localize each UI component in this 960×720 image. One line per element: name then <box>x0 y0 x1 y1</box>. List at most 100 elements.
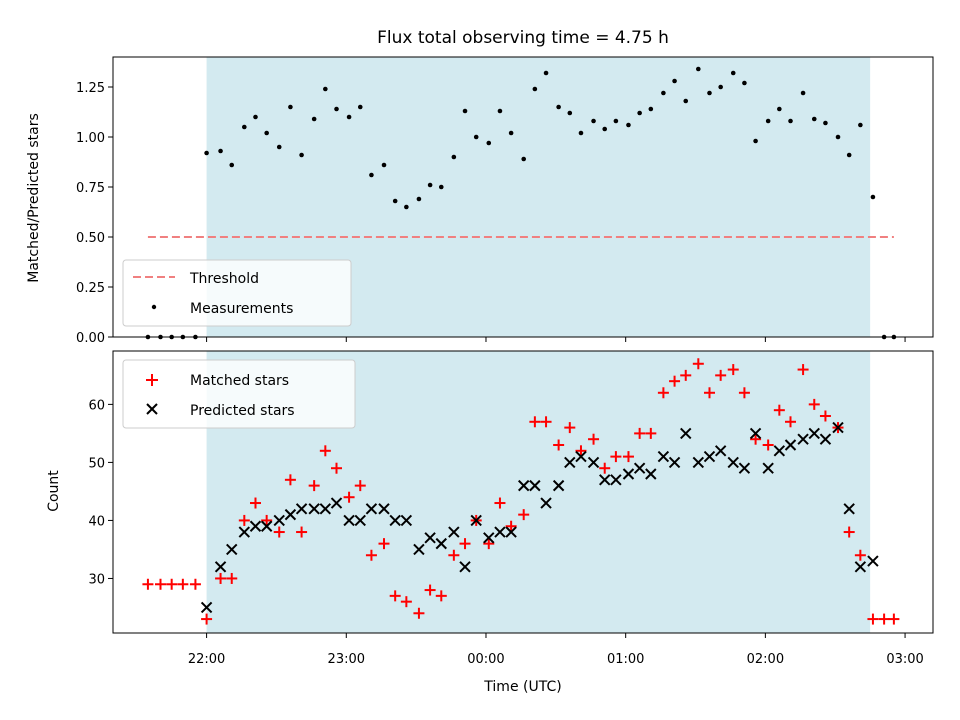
predicted-star-marker <box>762 462 774 474</box>
matched-star-marker <box>189 578 201 590</box>
matched-star-marker <box>645 427 657 439</box>
matched-star-marker <box>518 509 530 521</box>
measurement-point <box>858 122 863 128</box>
predicted-star-marker-b <box>749 427 762 440</box>
bottom-legend: Matched stars Predicted stars <box>122 359 356 429</box>
top-y-tick-label: 0.50 <box>76 231 105 246</box>
predicted-star-marker-b <box>692 456 705 469</box>
measurement-point <box>299 152 304 158</box>
matched-star-marker <box>599 462 611 474</box>
measurement-point <box>613 118 619 124</box>
measurement-point <box>753 138 758 144</box>
predicted-star-marker-b <box>424 532 436 544</box>
top-panel: Flux total observing time = 4.75 h 0.000… <box>26 28 934 346</box>
predicted-star-marker <box>330 497 343 509</box>
matched-star-marker <box>692 358 704 370</box>
predicted-star-marker-b <box>832 421 844 434</box>
matched-star-marker <box>424 584 436 596</box>
top-legend-box <box>122 259 352 327</box>
matched-star-marker <box>378 538 390 550</box>
predicted-star-marker-b <box>668 456 681 469</box>
measurement-point <box>870 194 876 200</box>
predicted-star-marker <box>784 439 797 451</box>
predicted-star-marker-b <box>645 468 657 480</box>
predicted-star-marker <box>714 445 727 457</box>
predicted-star-marker-b <box>703 450 716 463</box>
predicted-star-marker <box>238 526 251 538</box>
predicted-star-marker-b <box>529 479 541 492</box>
predicted-star-marker <box>343 514 355 527</box>
measurement-point <box>381 162 387 168</box>
predicted-star-marker-b <box>599 474 611 486</box>
measurement-point <box>311 116 317 122</box>
bottom-x-tick-label: 22:00 <box>188 652 225 667</box>
predicted-star-marker-b <box>819 433 832 445</box>
legend-threshold-label: Threshold <box>189 271 259 287</box>
measurement-point <box>696 66 701 72</box>
matched-star-marker <box>331 462 343 474</box>
matched-star-marker <box>201 613 213 625</box>
matched-star-marker <box>808 398 820 410</box>
top-y-tick-label: 0.00 <box>76 331 105 346</box>
measurement-point <box>357 104 363 110</box>
predicted-star-marker-b <box>389 514 401 527</box>
predicted-star-marker <box>260 520 273 532</box>
matched-star-marker <box>166 578 178 590</box>
matched-star-marker <box>142 578 154 590</box>
measurement-point <box>591 118 596 124</box>
matched-star-marker <box>553 439 565 451</box>
matched-star-marker <box>448 549 460 561</box>
predicted-star-marker-b <box>413 543 425 556</box>
measurement-point <box>683 98 689 104</box>
predicted-star-marker <box>599 474 611 486</box>
measurement-point <box>334 106 339 112</box>
predicted-star-marker <box>832 421 844 434</box>
predicted-star-marker-b <box>470 514 482 527</box>
legend-predicted-swatch <box>146 403 158 415</box>
predicted-star-marker <box>470 514 482 527</box>
matched-star-marker <box>669 375 681 387</box>
matched-star-marker <box>773 404 785 416</box>
predicted-star-marker-b <box>610 474 622 486</box>
predicted-star-marker <box>564 456 576 469</box>
predicted-star-marker-b <box>448 526 460 538</box>
predicted-star-marker <box>354 514 366 527</box>
measurement-point <box>811 116 817 122</box>
predicted-star-marker-b <box>505 526 517 538</box>
predicted-star-marker <box>552 479 565 492</box>
matched-star-marker <box>296 526 308 538</box>
predicted-star-marker-b <box>552 479 565 492</box>
measurement-point <box>823 120 828 126</box>
measurement-point <box>497 108 503 114</box>
bottom-y-ticks: 30 40 50 60 <box>88 398 113 587</box>
predicted-star-marker <box>692 456 705 469</box>
measurement-point <box>276 144 282 150</box>
predicted-star-marker-b <box>260 520 273 532</box>
predicted-star-marker <box>808 427 820 440</box>
predicted-star-marker <box>505 526 517 538</box>
predicted-star-marker <box>319 503 332 515</box>
matched-star-marker <box>505 520 517 532</box>
predicted-star-marker <box>622 468 635 480</box>
predicted-star-marker-b <box>714 445 727 457</box>
predicted-star-marker-b <box>238 526 251 538</box>
x-axis-label: Time (UTC) <box>483 679 561 695</box>
measurement-point <box>462 108 468 114</box>
bottom-y-tick-label: 40 <box>88 514 105 529</box>
predicted-star-marker-b <box>308 503 320 515</box>
predicted-star-marker-b <box>249 520 262 532</box>
legend-matched-swatch <box>146 374 158 386</box>
measurement-point <box>521 156 526 162</box>
matched-star-marker <box>854 549 866 561</box>
matched-star-marker <box>657 387 669 399</box>
matched-star-marker <box>238 514 250 526</box>
bottom-x-tick-label: 03:00 <box>886 652 923 667</box>
top-y-ticks: 0.00 0.25 0.50 0.75 1.00 1.25 <box>76 81 113 346</box>
predicted-star-marker <box>854 561 867 573</box>
top-axes-frame <box>112 56 934 338</box>
predicted-star-marker <box>295 503 308 515</box>
predicted-star-marker <box>668 456 681 469</box>
predicted-star-marker <box>645 468 657 480</box>
predicted-star-marker-b <box>808 427 820 440</box>
predicted-star-marker-b <box>657 450 670 463</box>
